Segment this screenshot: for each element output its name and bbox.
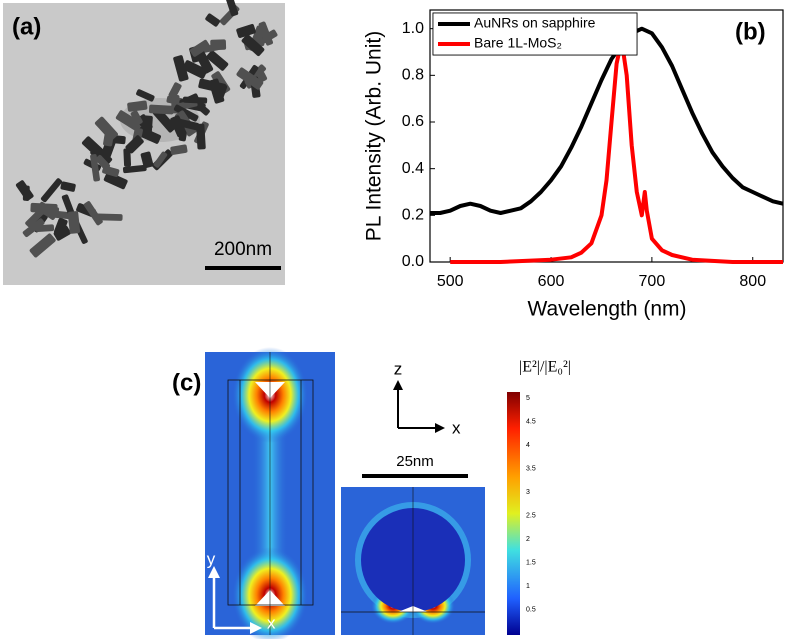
colorbar-tick-label: 2.5	[526, 512, 536, 519]
nanorod	[22, 218, 45, 238]
nanorod	[103, 171, 128, 190]
legend-label: AuNRs on sapphire	[474, 15, 596, 31]
legend-label: Bare 1L-MoS₂	[474, 35, 562, 51]
nanorod	[205, 13, 221, 27]
axis-label: x	[452, 418, 461, 437]
x-tick-label: 600	[538, 273, 565, 290]
colorbar-tick-label: 4.5	[526, 418, 536, 425]
series-line	[450, 38, 783, 264]
nanorod	[37, 204, 60, 217]
rod-outline	[227, 379, 314, 606]
nanorod	[15, 180, 34, 201]
nanorod	[123, 148, 132, 167]
colorbar-title: |E²|/|E₀²|	[519, 359, 571, 376]
nanorod	[95, 213, 123, 221]
nanorod	[125, 135, 144, 154]
nanorod	[173, 104, 199, 122]
nanorod	[170, 115, 187, 138]
colorbar-tick-label: 1.5	[526, 559, 536, 566]
nanorod	[35, 224, 55, 232]
nanorod	[122, 164, 147, 174]
axis-arrow-head	[393, 380, 403, 390]
nanorod	[67, 211, 81, 234]
nanorod	[81, 136, 105, 159]
axis-label: x	[267, 613, 276, 632]
x-tick-label: 800	[739, 273, 766, 290]
x-tick-label: 700	[639, 273, 666, 290]
legend: AuNRs on sapphire Bare 1L-MoS₂	[432, 12, 638, 56]
y-tick-label: 0.2	[402, 207, 424, 224]
nanorod	[182, 60, 208, 79]
nanorod	[241, 34, 265, 56]
nanorod	[127, 100, 148, 112]
nanorod	[176, 118, 200, 131]
nanorod	[173, 55, 189, 82]
nanorod	[152, 107, 177, 133]
nanorod	[148, 104, 174, 115]
y-axis-label: PL Intensity (Arb. Unit)	[363, 31, 386, 241]
axis-arrow-head	[435, 423, 445, 433]
y-tick-label: 0.6	[402, 113, 424, 130]
nanorod	[168, 82, 182, 99]
nanorod	[83, 201, 103, 226]
nanorod	[195, 102, 210, 116]
nanorod	[29, 233, 56, 258]
nanorod	[142, 115, 153, 136]
scale-bar-label: 200nm	[214, 239, 272, 260]
axis-label: y	[207, 549, 216, 568]
y-tick-label: 0.4	[402, 160, 424, 177]
x-tick-label: 500	[437, 273, 464, 290]
nanorod	[196, 123, 206, 150]
nanorod	[223, 0, 239, 17]
nanorod	[60, 181, 76, 192]
colorbar	[507, 392, 520, 635]
nanorod	[95, 155, 111, 171]
nanorod	[236, 67, 264, 90]
nanorod	[153, 151, 168, 168]
nanorod	[206, 50, 229, 71]
colorbar-tick-label: 3.5	[526, 465, 536, 472]
nanorod	[136, 89, 155, 102]
axis-arrow-head	[250, 622, 262, 634]
axis-label: z	[394, 359, 403, 378]
nanorods	[15, 0, 278, 258]
y-tick-label: 0.0	[402, 253, 424, 270]
colorbar-tick-label: 5	[526, 395, 530, 402]
colorbar-tick-label: 3	[526, 489, 530, 496]
y-tick-label: 0.8	[402, 67, 424, 84]
plot-frame	[429, 9, 784, 263]
plot-area: 500 600 700 800 0.0 0.2 0.4 0.6 0.8 1.0 AuNRs on s…	[402, 12, 784, 290]
nanorod	[115, 110, 143, 132]
nanorod	[252, 64, 266, 79]
nanorod	[103, 129, 115, 147]
panel-label: (c)	[172, 369, 201, 396]
panel-label: (b)	[735, 18, 766, 45]
nanorod	[40, 178, 63, 203]
x-axis-label: Wavelength (nm)	[527, 298, 686, 321]
colorbar-tick-label: 1	[526, 583, 530, 590]
nanorod	[90, 154, 100, 182]
panel-label: (a)	[12, 13, 41, 40]
legend-box	[432, 12, 638, 56]
nanorod	[140, 151, 154, 169]
colorbar-ticks: 5 4.5 4 3.5 3 2.5 2 1.5 1 0.5	[526, 395, 536, 614]
colorbar-tick-label: 0.5	[526, 606, 536, 613]
scale-bar-label: 25nm	[396, 453, 434, 470]
nanorod	[182, 96, 208, 104]
nanorod	[130, 110, 143, 126]
colorbar-tick-label: 4	[526, 442, 530, 449]
nanorod	[189, 39, 211, 57]
nanorod	[170, 144, 188, 155]
nanorod	[53, 225, 71, 241]
nanorod	[198, 78, 227, 94]
series-line	[430, 26, 784, 215]
axis-arrow-head	[208, 566, 220, 578]
colorbar-tick-label: 2	[526, 536, 530, 543]
nanorod	[236, 23, 256, 38]
y-tick-label: 1.0	[402, 20, 424, 37]
